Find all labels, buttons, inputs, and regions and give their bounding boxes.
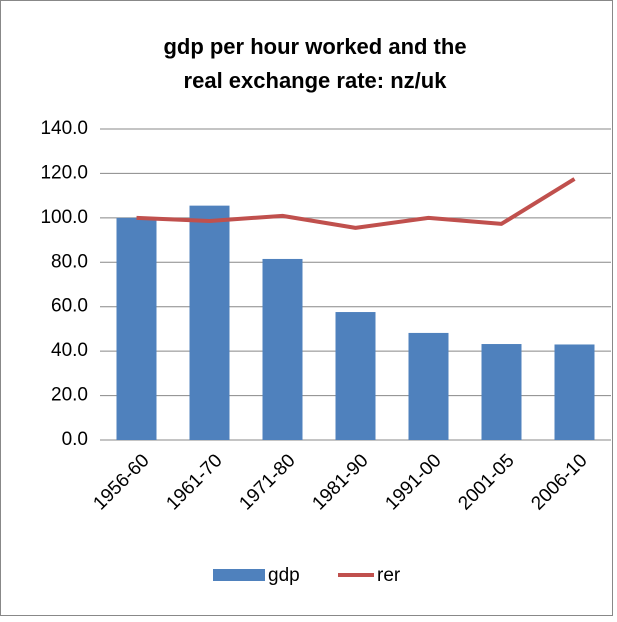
chart-title: gdp per hour worked and the real exchang… bbox=[163, 34, 467, 93]
y-tick-label: 20.0 bbox=[51, 385, 88, 406]
x-tick-label: 1971-80 bbox=[235, 450, 299, 514]
y-tick-label: 120.0 bbox=[40, 162, 88, 183]
bar bbox=[335, 312, 376, 440]
bar bbox=[189, 205, 230, 440]
legend-label: rer bbox=[377, 565, 401, 586]
bar bbox=[481, 344, 522, 440]
x-tick-label: 1991-00 bbox=[381, 450, 445, 514]
x-tick-label: 2001-05 bbox=[454, 450, 518, 514]
y-tick-label: 100.0 bbox=[40, 207, 88, 228]
y-tick-label: 60.0 bbox=[51, 296, 88, 317]
x-tick-label: 1981-90 bbox=[308, 450, 372, 514]
bar bbox=[116, 217, 157, 440]
y-tick-label: 0.0 bbox=[62, 429, 88, 450]
bar bbox=[262, 258, 303, 440]
bar bbox=[408, 332, 449, 440]
y-tick-label: 40.0 bbox=[51, 340, 88, 361]
legend-label: gdp bbox=[268, 565, 300, 586]
y-tick-label: 80.0 bbox=[51, 251, 88, 272]
x-tick-label: 1956-60 bbox=[89, 450, 153, 514]
line bbox=[136, 177, 576, 230]
x-tick-label: 1961-70 bbox=[162, 450, 226, 514]
y-tick-label: 140.0 bbox=[40, 118, 88, 139]
bar bbox=[554, 344, 595, 440]
x-tick-label: 2006-10 bbox=[527, 450, 591, 514]
legend-swatch bbox=[213, 569, 265, 581]
